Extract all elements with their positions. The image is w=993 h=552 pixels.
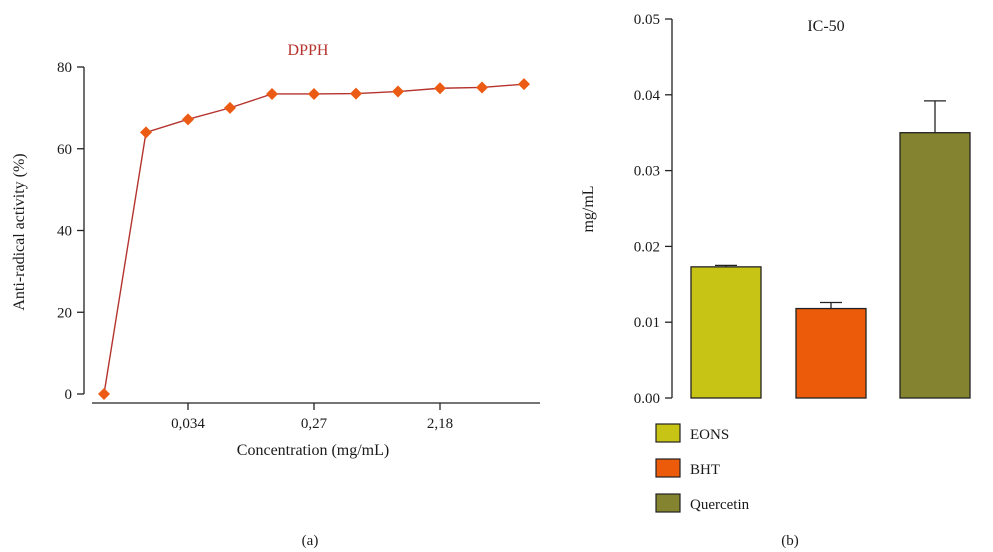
panel-a-x-ticks: 0,034 0,27 2,18 (171, 403, 453, 432)
panel-a-label: (a) (302, 533, 319, 549)
panel-b-title: IC-50 (807, 18, 844, 35)
panel-a-data-point (266, 87, 278, 100)
panel-b-y-axis-title: mg/mL (580, 185, 597, 232)
legend-swatch-bht (655, 458, 681, 478)
panel-a-y-tick-label: 20 (57, 305, 72, 321)
legend-swatch-eons (655, 423, 681, 443)
panel-a-y-ticks: 0 20 40 60 80 (57, 60, 84, 403)
panel-b-bar-chart: IC-50 mg/mL 0.00 0.01 0.02 0.03 0.04 0.05 EON… (580, 12, 971, 549)
panel-a-y-tick-label: 60 (57, 142, 72, 158)
panel-a-y-tick-label: 40 (57, 224, 72, 240)
legend-label-bht: BHT (690, 462, 720, 478)
panel-a-data-point (518, 78, 530, 91)
panel-a-data-point (308, 87, 320, 100)
panel-b-y-ticks: 0.00 0.01 0.02 0.03 0.04 0.05 (634, 12, 672, 407)
panel-b-bar-eons (690, 266, 762, 399)
panel-b-bar-quercetin (899, 132, 971, 399)
panel-a-x-axis-title: Concentration (mg/mL) (237, 442, 389, 459)
legend-label-quercetin: Quercetin (690, 497, 750, 513)
panel-a-y-axis-title: Anti-radical activity (%) (11, 153, 28, 310)
panel-a-data-point (182, 113, 194, 126)
panel-b-bar-bht (795, 307, 867, 399)
panel-b-y-tick-label: 0.02 (634, 239, 660, 255)
panel-a-data-point (434, 82, 446, 95)
panel-b-y-tick-label: 0.04 (634, 88, 661, 104)
panel-b-bars (690, 100, 971, 399)
panel-a-data-point (98, 388, 110, 400)
panel-a-data-point (350, 87, 362, 100)
panel-a-x-tick-label: 2,18 (427, 416, 453, 432)
panel-b-y-tick-label: 0.03 (634, 164, 660, 180)
panel-a-title: DPPH (288, 42, 329, 59)
panel-b-legend: EONS BHT Quercetin (655, 423, 750, 513)
panel-b-y-tick-label: 0.00 (634, 391, 660, 407)
panel-a-markers (98, 78, 530, 400)
panel-a-y-tick-label: 80 (57, 60, 72, 76)
panel-a-data-point (224, 101, 236, 114)
panel-a-y-tick-label: 0 (65, 387, 73, 403)
panel-b-y-tick-label: 0.05 (634, 12, 660, 28)
panel-a-data-point (140, 126, 152, 139)
panel-a-series-line (103, 83, 525, 395)
panel-b-y-tick-label: 0.01 (634, 315, 660, 331)
panel-a-x-tick-label: 0,034 (171, 416, 205, 432)
panel-a-x-tick-label: 0,27 (301, 416, 328, 432)
panel-a-data-point (392, 85, 404, 98)
legend-label-eons: EONS (690, 427, 729, 443)
panel-a-line-chart: DPPH Concentration (mg/mL) Anti-radical … (11, 42, 540, 549)
panel-b-label: (b) (781, 533, 799, 549)
legend-swatch-quercetin (655, 493, 681, 513)
panel-a-data-point (476, 81, 488, 94)
